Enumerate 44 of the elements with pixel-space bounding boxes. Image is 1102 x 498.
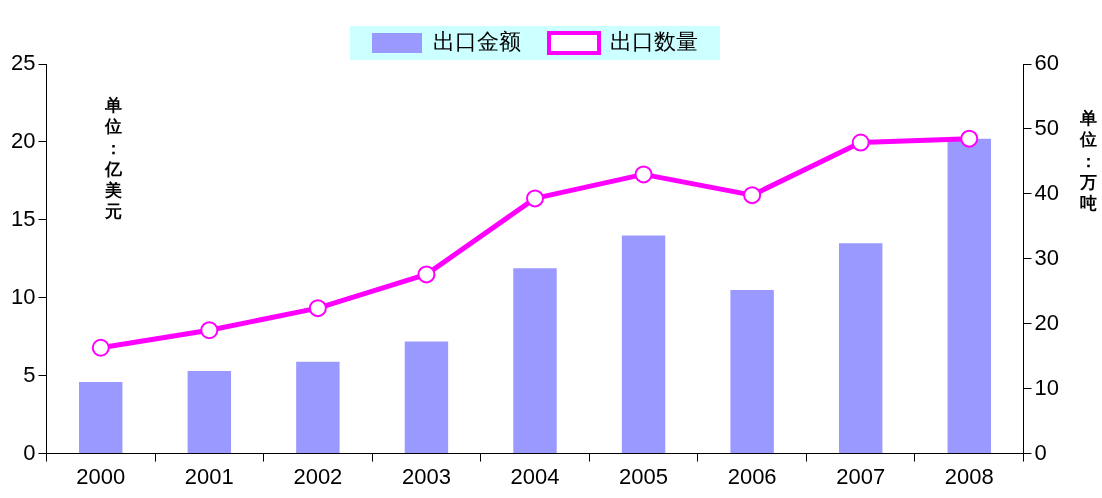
y-tick-label: 5 [23, 361, 36, 387]
x-tick-label: 2003 [401, 463, 451, 489]
y-tick-label: 20 [10, 127, 36, 153]
x-tick-label: 2000 [76, 463, 126, 489]
y2-axis-title: 单位：万吨 [1078, 108, 1098, 215]
bar [730, 289, 774, 454]
x-tick-label: 2008 [944, 463, 994, 489]
y2-tick-label: 50 [1034, 115, 1060, 140]
y-tick-label: 0 [23, 439, 36, 465]
point [526, 189, 544, 208]
bar [79, 381, 123, 454]
point [851, 133, 870, 152]
bar [187, 371, 232, 454]
y2-tick-label: 30 [1034, 244, 1060, 270]
y-axis-title: 单位：亿美元 [103, 95, 123, 223]
x-tick-label: 2002 [293, 463, 343, 489]
point [417, 265, 436, 284]
point [743, 186, 762, 205]
y2-tick-label: 0 [1034, 439, 1047, 465]
legend-label: 出口数量 [610, 28, 698, 54]
legend-label: 出口金额 [433, 28, 521, 54]
bar [621, 235, 666, 454]
bar [838, 243, 883, 454]
y2-tick-label: 10 [1034, 374, 1060, 400]
y-tick-label: 15 [10, 205, 36, 231]
x-tick-label: 2007 [836, 463, 886, 489]
y-tick-label: 25 [10, 50, 36, 76]
point [91, 338, 110, 357]
bar [296, 361, 340, 454]
y2-tick-label: 20 [1034, 309, 1060, 335]
x-tick-label: 2005 [619, 463, 669, 489]
x-tick-label: 2004 [510, 463, 560, 489]
y2-tick-label: 60 [1034, 50, 1060, 76]
x-tick-label: 2006 [727, 463, 777, 489]
y2-tick-label: 40 [1034, 179, 1060, 205]
y-tick-label: 10 [10, 283, 36, 309]
point [200, 321, 219, 340]
bar [404, 341, 449, 454]
x-tick-label: 2001 [184, 463, 234, 489]
bar [947, 138, 991, 454]
bar [513, 268, 557, 454]
point [308, 299, 327, 318]
point [634, 165, 653, 184]
point [960, 129, 979, 148]
